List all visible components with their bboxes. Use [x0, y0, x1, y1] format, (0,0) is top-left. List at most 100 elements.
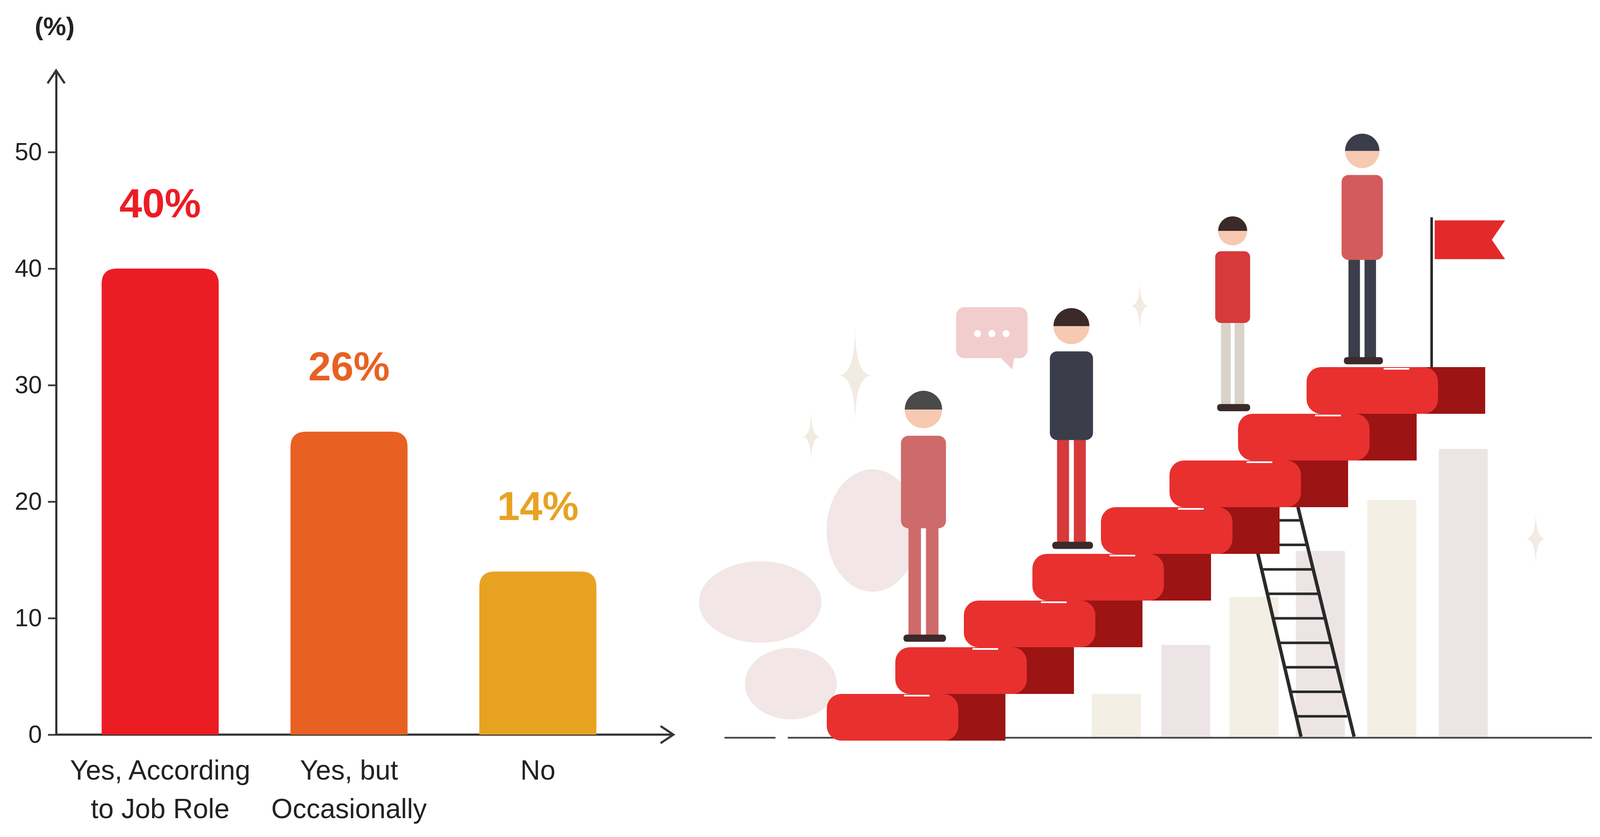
person-head	[1053, 308, 1090, 344]
step-highlight	[1315, 414, 1341, 417]
y-tick: 40	[14, 254, 57, 282]
person-leg	[908, 526, 922, 640]
y-tick: 20	[14, 487, 57, 515]
sparkle	[837, 326, 873, 425]
flag-pole	[1430, 217, 1433, 368]
ladder-rung	[1296, 714, 1348, 718]
y-tick: 0	[28, 720, 57, 748]
y-axis: 01020304050	[14, 70, 57, 748]
y-tick-mark	[47, 734, 57, 736]
person-shoes	[1343, 357, 1383, 365]
background-bar	[1229, 596, 1279, 737]
bar	[290, 431, 408, 735]
step-highlight	[972, 648, 999, 650]
bars	[101, 268, 597, 735]
person	[1049, 308, 1094, 549]
x-axis-arrow	[660, 726, 674, 744]
person-leg	[926, 526, 939, 640]
y-tick: 30	[14, 370, 57, 399]
person-body	[900, 435, 946, 529]
ladder-rung	[1273, 617, 1325, 620]
data-label: 14%	[497, 483, 579, 529]
y-tick-label: 40	[14, 254, 42, 282]
speech-bubble	[956, 307, 1028, 359]
y-tick: 50	[14, 137, 57, 166]
person-body	[1049, 351, 1094, 440]
step-highlight	[1109, 554, 1136, 557]
background-bar	[1367, 499, 1417, 737]
y-tick-mark	[47, 151, 57, 154]
y-tick-label: 50	[14, 137, 42, 166]
person-shoes	[1217, 403, 1251, 412]
speech-bubble-tail	[999, 357, 1014, 370]
data-label: 40%	[119, 180, 201, 226]
person-body	[1215, 251, 1251, 323]
leaf	[699, 561, 822, 643]
y-tick-mark	[47, 501, 57, 503]
step-front	[826, 693, 959, 741]
step-front	[1306, 367, 1439, 414]
sparkle	[1130, 279, 1149, 333]
y-tick-label: 30	[14, 370, 42, 399]
leaf	[744, 648, 837, 720]
ladder-rung	[1284, 666, 1336, 669]
person-hair	[904, 390, 943, 410]
ladder-rung	[1261, 568, 1313, 571]
flag	[1434, 220, 1505, 260]
person-leg	[1348, 257, 1361, 362]
bar	[101, 268, 219, 735]
person-hair	[1345, 133, 1380, 151]
step-front	[1169, 460, 1301, 508]
bar	[479, 571, 597, 735]
step-front	[963, 600, 1096, 648]
speech-dot	[1002, 330, 1010, 338]
step-front	[1032, 553, 1164, 601]
y-axis-arrow	[47, 70, 65, 84]
x-tick-label: No	[520, 754, 556, 786]
y-tick-label: 0	[28, 720, 42, 748]
ladder-rung	[1267, 592, 1319, 596]
chart-canvas: 01020304050(%)40%26%14%Yes, Accordingto …	[0, 0, 1600, 837]
step-highlight	[1178, 508, 1204, 510]
step-highlight	[1383, 367, 1410, 370]
data-label: 26%	[308, 343, 390, 389]
y-axis-line	[55, 70, 58, 735]
step-front	[1100, 507, 1233, 554]
y-axis-title: (%)	[34, 11, 75, 41]
sparkle	[801, 410, 821, 464]
person	[1341, 133, 1383, 365]
person-leg	[1073, 437, 1086, 546]
person	[1215, 216, 1251, 412]
step-highlight	[903, 694, 930, 697]
person-leg	[1220, 320, 1231, 409]
person-head	[904, 390, 943, 429]
person-hair	[1053, 308, 1090, 326]
person-leg	[1057, 437, 1070, 546]
background-bar	[1161, 644, 1211, 737]
ladder-rail	[1297, 507, 1355, 737]
step-highlight	[1246, 461, 1273, 464]
ladder-rung	[1278, 641, 1330, 645]
illustration	[699, 133, 1592, 741]
background-bar	[1091, 693, 1141, 737]
person-hair	[1218, 216, 1248, 231]
person-leg	[1234, 320, 1245, 409]
background-bar	[1438, 448, 1488, 737]
person-body	[1341, 175, 1383, 261]
y-tick-mark	[47, 617, 57, 620]
y-tick-mark	[47, 384, 57, 387]
ground	[724, 736, 776, 739]
step-front	[895, 647, 1027, 694]
person-shoes	[1052, 541, 1093, 550]
step-highlight	[1040, 601, 1067, 604]
person-head	[1345, 133, 1380, 168]
ladder-rung	[1290, 690, 1342, 694]
step-front	[1238, 413, 1370, 461]
person-leg	[1364, 257, 1376, 362]
sparkle	[1525, 510, 1547, 568]
y-tick-label: 20	[14, 487, 42, 515]
person-head	[1218, 216, 1248, 246]
speech-dot	[974, 330, 982, 338]
x-tick-label: Yes, butOccasionally	[271, 754, 427, 825]
person	[900, 390, 946, 642]
